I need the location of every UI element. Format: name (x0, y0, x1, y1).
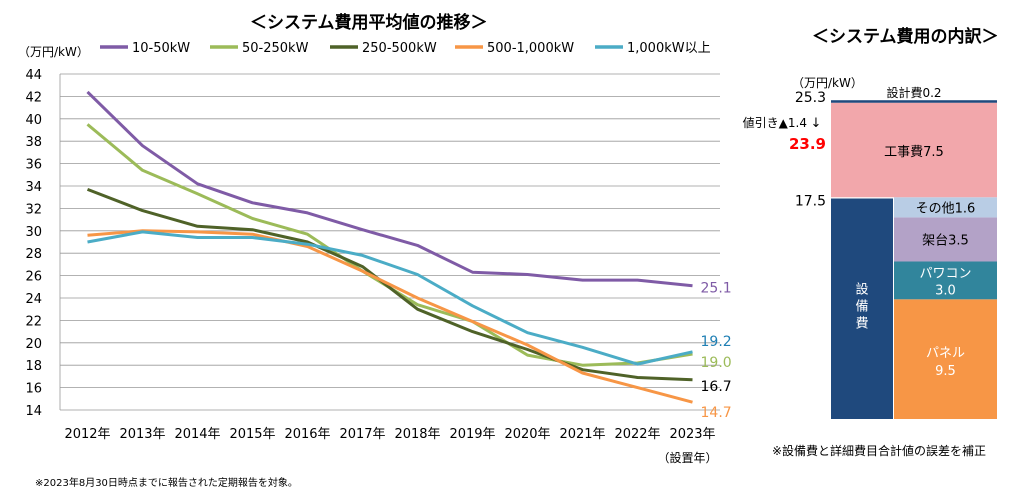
y-tick-label: 42 (25, 90, 42, 105)
line-chart: 14 16 18 20 22 24 26 28 30 32 34 36 38 40 42 44 （万円/kW） 2… (18, 41, 732, 465)
legend-label: 250-500kW (362, 41, 437, 56)
y-tick-label: 26 (25, 270, 42, 285)
series-line (87, 229, 693, 404)
y-tick-label: 24 (25, 292, 42, 307)
mount-label: 架台3.5 (922, 233, 969, 248)
pcs-label: パワコン (919, 266, 971, 281)
bar-segment-mount (894, 217, 997, 262)
series-end-label: 16.7 (701, 379, 732, 395)
x-tick-label: 2021年 (559, 427, 605, 442)
y-tick-label: 34 (25, 180, 42, 195)
bar-segment-panel (894, 299, 997, 419)
panel-value: 9.5 (935, 364, 956, 379)
x-tick-label: 2016年 (284, 427, 330, 442)
panel-label: パネル (926, 346, 965, 361)
y-tick-label: 32 (25, 202, 42, 217)
other-label: その他1.6 (916, 201, 976, 216)
series-end-label: 19.2 (701, 334, 732, 350)
bar-segment-equipment (831, 198, 893, 419)
series-line (86, 188, 693, 382)
y-tick-label: 18 (25, 359, 42, 374)
equipment-total-label: 17.5 (795, 194, 826, 210)
x-tick-label: 2022年 (614, 427, 660, 442)
bar-note: ※設備費と詳細費目合計値の誤差を補正 (772, 444, 987, 458)
bar-segment-design (831, 100, 997, 103)
series-end-label: 25.1 (701, 281, 732, 297)
y-axis-label: （万円/kW） (18, 45, 89, 59)
design-label: 設計費0.2 (886, 85, 941, 100)
x-tick-label: 2018年 (394, 427, 440, 442)
construction-label: 工事費7.5 (884, 145, 944, 160)
y-tick-label: 38 (25, 135, 42, 150)
legend-label: 10-50kW (132, 41, 190, 56)
net-total-label: 23.9 (789, 135, 826, 153)
y-tick-label: 28 (25, 247, 42, 262)
bar-segment-construction (831, 102, 997, 198)
bar-y-axis-label: （万円/kW） (792, 76, 863, 90)
x-tick-label: 2023年 (669, 427, 715, 442)
y-tick-label: 22 (25, 314, 42, 329)
legend-label: 500-1,000kW (487, 41, 574, 56)
x-tick-label: 2014年 (174, 427, 220, 442)
footnote: ※2023年8月30日時点までに報告された定期報告を対象。 (35, 478, 298, 489)
bar-chart-title: ＜システム費用の内訳＞ (812, 27, 999, 47)
series-line (87, 230, 693, 366)
legend-label: 50-250kW (242, 41, 309, 56)
x-tick-label: 2017年 (339, 427, 385, 442)
bar-segment-other (894, 197, 997, 218)
pcs-value: 3.0 (935, 283, 956, 298)
equipment-label-char: 備 (855, 299, 868, 315)
x-tick-label: 2012年 (64, 427, 110, 442)
equipment-label-char: 費 (855, 317, 868, 332)
y-tick-label: 40 (25, 113, 42, 128)
x-tick-label: 2015年 (229, 427, 275, 442)
legend-label: 1,000kW以上 (627, 41, 711, 56)
series-end-label: 14.7 (701, 405, 732, 421)
line-chart-title: ＜システム費用平均値の推移＞ (250, 13, 488, 33)
x-axis-label: （設置年） (657, 450, 717, 465)
discount-label: 値引き▲1.4 (743, 115, 807, 130)
x-tick-label: 2013年 (119, 427, 165, 442)
series-line (86, 90, 693, 288)
gross-total-label: 25.3 (795, 90, 826, 106)
y-tick-label: 36 (25, 158, 42, 173)
x-tick-label: 2019年 (449, 427, 495, 442)
x-tick-label: 2020年 (504, 427, 550, 442)
bar-segment-pcs (894, 261, 997, 300)
y-tick-label: 44 (25, 68, 42, 83)
y-tick-label: 20 (25, 337, 42, 352)
y-tick-label: 16 (25, 382, 42, 397)
discount-arrow: ↓ (811, 116, 822, 131)
y-tick-label: 14 (25, 404, 42, 419)
y-tick-label: 30 (25, 225, 42, 240)
series-end-label: 19.0 (701, 355, 732, 371)
equipment-label-char: 設 (855, 282, 868, 298)
